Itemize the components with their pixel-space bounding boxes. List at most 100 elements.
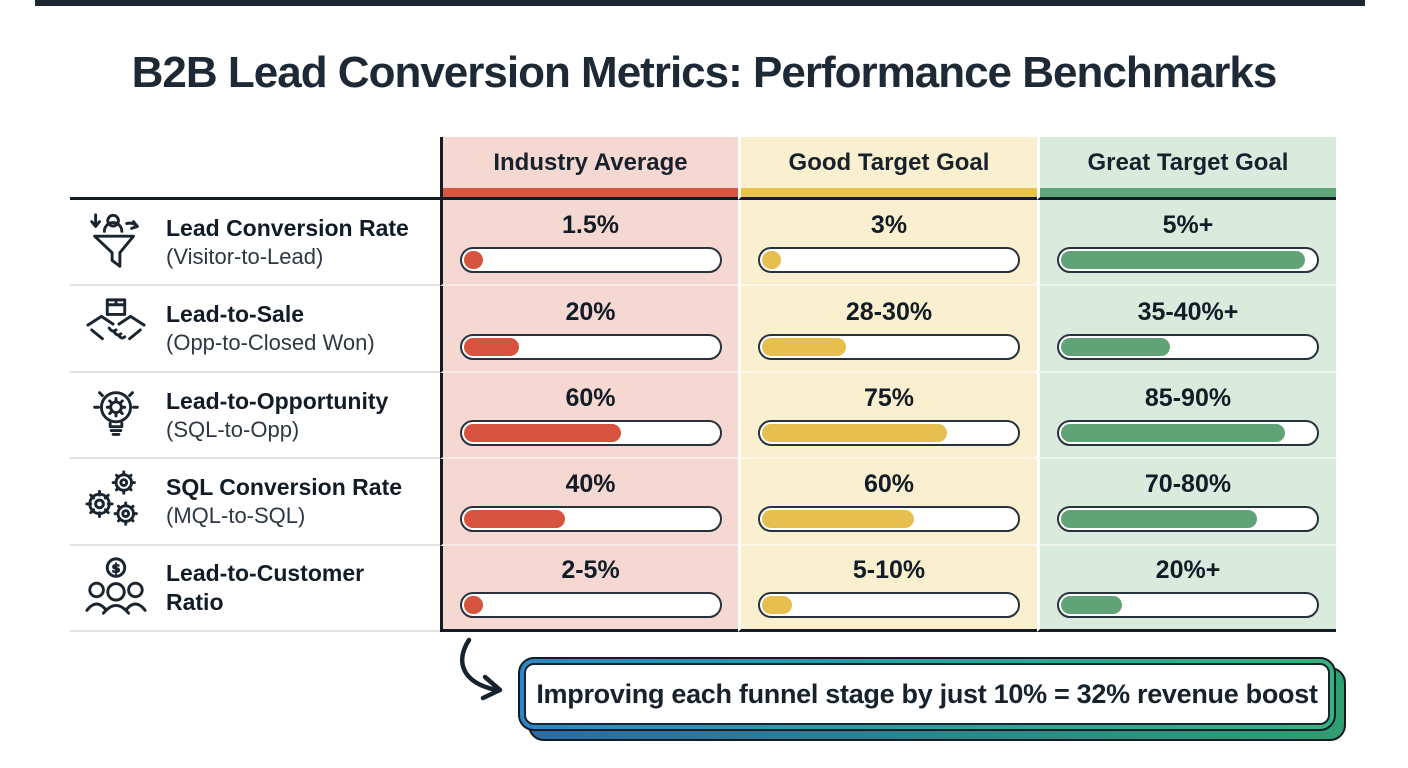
cell-row1-great: 5%+ <box>1037 200 1336 287</box>
cell-row3-great: 85-90% <box>1037 372 1336 460</box>
row-label-sql-conversion-rate: SQL Conversion Rate (MQL-to-SQL) <box>70 459 440 546</box>
metric-name: SQL Conversion Rate <box>166 474 403 501</box>
metric-value: 70-80% <box>1144 470 1232 499</box>
progress-bar <box>459 333 722 360</box>
metric-value: 60% <box>863 470 915 499</box>
callout-box: Improving each funnel stage by just 10% … <box>518 657 1336 731</box>
metric-value: 20%+ <box>1155 556 1221 585</box>
metric-value: 20% <box>565 297 616 326</box>
callout-banner: Improving each funnel stage by just 10% … <box>518 657 1346 741</box>
cell-row3-good: 75% <box>738 372 1037 460</box>
metric-value: 3% <box>870 211 908 240</box>
row-label-text: Lead-to-Opportunity (SQL-to-Opp) <box>166 387 388 443</box>
metric-value: 5-10% <box>852 556 926 585</box>
progress-bar <box>1057 506 1319 533</box>
progress-fill <box>1061 251 1305 270</box>
progress-bar <box>1057 247 1319 274</box>
progress-fill <box>463 510 566 529</box>
cell-row1-good: 3% <box>738 200 1037 287</box>
progress-fill <box>762 423 948 442</box>
progress-fill <box>1061 423 1285 442</box>
metric-name: Lead Conversion Rate <box>166 215 409 242</box>
metric-subtitle: (Opp-to-Closed Won) <box>166 330 375 356</box>
top-border-strip <box>35 0 1365 6</box>
row-label-text: Lead-to-Sale (Opp-to-Closed Won) <box>166 300 375 356</box>
metric-subtitle: (Visitor-to-Lead) <box>166 243 324 269</box>
column-header-label: Great Target Goal <box>1087 148 1289 176</box>
metric-value: 85-90% <box>1144 383 1232 412</box>
metric-subtitle: (SQL-to-Opp) <box>166 416 300 442</box>
metric-subtitle: Ratio <box>166 588 224 615</box>
cell-row3-industry: 60% <box>440 372 738 460</box>
progress-bar <box>758 333 1020 360</box>
cell-row2-industry: 20% <box>440 286 738 373</box>
row-label-lead-conversion-rate: Lead Conversion Rate (Visitor-to-Lead) <box>70 200 440 287</box>
metric-value: 1.5% <box>562 211 619 240</box>
row-label-text: SQL Conversion Rate (MQL-to-SQL) <box>166 473 402 529</box>
progress-bar <box>459 247 722 274</box>
progress-fill <box>1061 510 1257 529</box>
cell-row5-good: 5-10% <box>738 545 1037 632</box>
progress-fill <box>463 251 483 270</box>
column-header-great-target: Great Target Goal <box>1037 137 1336 200</box>
progress-fill <box>762 251 781 270</box>
row-label-lead-to-customer: $ Lead-to-Customer Ratio <box>70 545 440 632</box>
handshake-deal-icon <box>82 296 150 362</box>
column-header-label: Good Target Goal <box>788 148 990 176</box>
progress-fill <box>463 596 483 615</box>
metric-value: 60% <box>565 383 616 412</box>
progress-bar <box>758 247 1020 274</box>
column-header-label: Industry Average <box>493 148 688 176</box>
metric-value: 40% <box>565 470 616 499</box>
metric-subtitle: (MQL-to-SQL) <box>166 502 306 528</box>
cell-row5-great: 20%+ <box>1037 545 1336 632</box>
progress-fill <box>1061 596 1122 615</box>
column-header-industry-average: Industry Average <box>440 137 738 200</box>
cell-row2-good: 28-30% <box>738 286 1037 373</box>
page-title: B2B Lead Conversion Metrics: Performance… <box>131 48 1278 97</box>
cell-row4-industry: 40% <box>440 459 738 546</box>
metric-value: 28-30% <box>845 297 933 326</box>
row-label-lead-to-opportunity: Lead-to-Opportunity (SQL-to-Opp) <box>70 372 440 460</box>
progress-fill <box>1061 337 1171 356</box>
progress-bar <box>459 592 722 619</box>
gears-icon <box>82 468 150 534</box>
metric-value: 75% <box>863 383 915 412</box>
callout-text: Improving each funnel stage by just 10% … <box>536 678 1318 709</box>
progress-bar <box>1057 333 1319 360</box>
svg-text:$: $ <box>112 560 121 575</box>
row-label-lead-to-sale: Lead-to-Sale (Opp-to-Closed Won) <box>70 286 440 373</box>
progress-fill <box>762 510 915 529</box>
progress-fill <box>463 423 621 442</box>
benchmark-table: Industry Average Good Target Goal Great … <box>70 137 1336 632</box>
progress-fill <box>463 337 520 356</box>
progress-bar <box>758 506 1020 533</box>
cell-row1-industry: 1.5% <box>440 200 738 287</box>
column-header-good-target: Good Target Goal <box>738 137 1037 200</box>
progress-bar <box>758 592 1020 619</box>
progress-fill <box>762 337 846 356</box>
customers-dollar-icon: $ <box>82 555 150 621</box>
cell-row5-industry: 2-5% <box>440 545 738 632</box>
metric-name: Lead-to-Sale <box>166 301 305 328</box>
cell-row2-great: 35-40%+ <box>1037 286 1336 373</box>
metric-value: 5%+ <box>1162 211 1214 240</box>
progress-bar <box>459 506 722 533</box>
header-spacer-cell <box>70 137 440 200</box>
cell-row4-great: 70-80% <box>1037 459 1336 546</box>
callout-inner: Improving each funnel stage by just 10% … <box>524 663 1330 725</box>
progress-bar <box>758 419 1020 446</box>
progress-fill <box>762 596 793 615</box>
progress-bar <box>1057 592 1319 619</box>
row-label-text: Lead-to-Customer Ratio <box>166 559 364 617</box>
progress-bar <box>459 419 722 446</box>
funnel-lead-icon <box>82 209 150 275</box>
metric-value: 35-40%+ <box>1137 297 1239 326</box>
row-label-text: Lead Conversion Rate (Visitor-to-Lead) <box>166 214 409 270</box>
metric-name: Lead-to-Opportunity <box>166 387 389 414</box>
cell-row4-good: 60% <box>738 459 1037 546</box>
metric-value: 2-5% <box>561 556 620 585</box>
progress-bar <box>1057 419 1319 446</box>
curved-arrow-icon <box>460 637 503 701</box>
